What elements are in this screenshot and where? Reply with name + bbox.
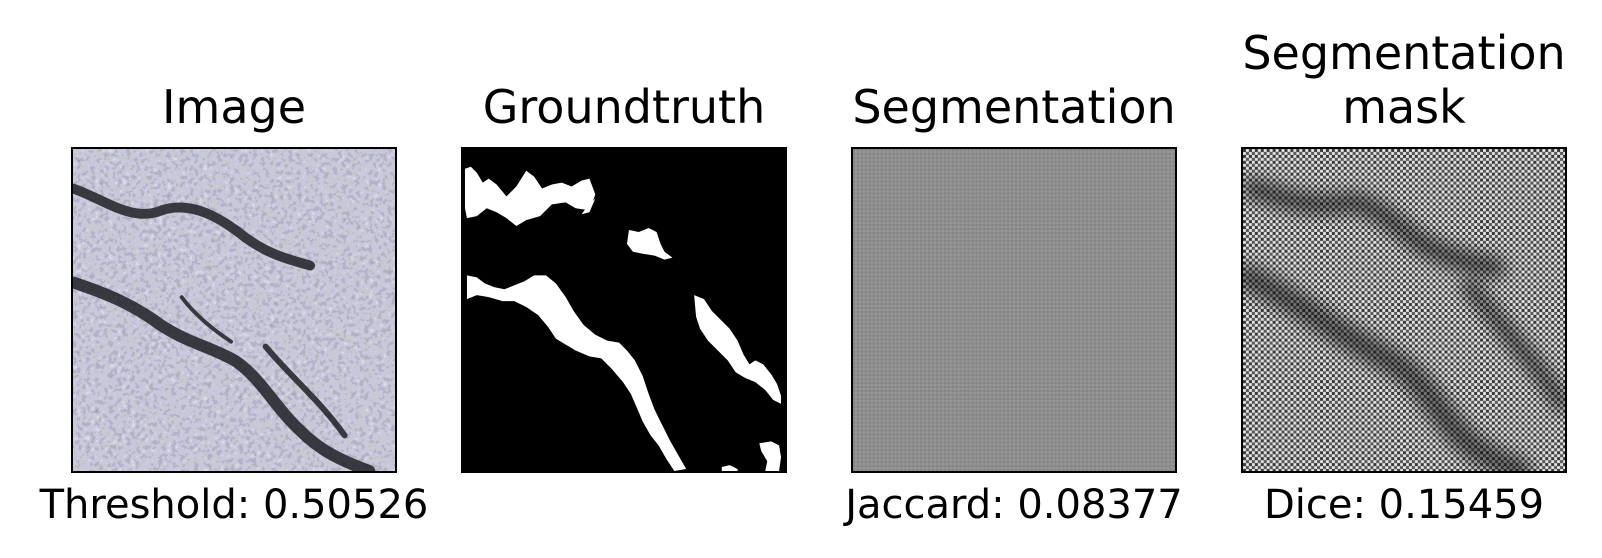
dice-caption: Dice: 0.15459 (1263, 482, 1545, 528)
segmentation-mask-frame (1241, 147, 1567, 473)
panel-title-image: Image (161, 80, 307, 134)
panel-title-groundtruth: Groundtruth (482, 80, 766, 134)
panel-groundtruth: Groundtruth (461, 0, 787, 558)
groundtruth-mask (463, 149, 785, 471)
panel-segmentation: Segmentation Jaccard: 0.08377 (845, 0, 1183, 558)
panel-image: Image (40, 0, 429, 558)
jaccard-caption: Jaccard: 0.08377 (845, 482, 1183, 528)
pavement-crack-image (73, 149, 395, 471)
segmentation-frame (851, 147, 1177, 473)
image-frame (71, 147, 397, 473)
panel-title-segmentation: Segmentation (852, 80, 1176, 134)
panel-segmentation-mask: Segmentation mask (1241, 0, 1567, 558)
segmentation-output (853, 149, 1175, 471)
segmentation-mask-output (1243, 149, 1565, 471)
groundtruth-frame (461, 147, 787, 473)
threshold-caption: Threshold: 0.50526 (39, 482, 429, 528)
panel-title-segmentation-mask: Segmentation mask (1242, 26, 1566, 134)
